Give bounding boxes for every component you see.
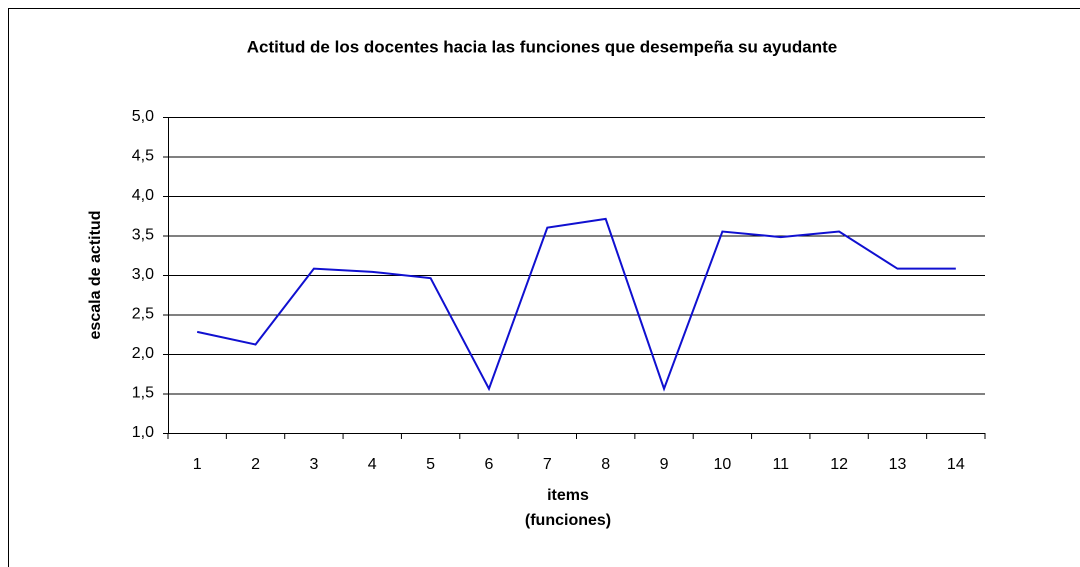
x-tick-label: 7 [543,456,552,473]
x-tick-label: 10 [713,456,731,473]
y-tick-label: 5,0 [132,108,154,125]
x-tick-label: 5 [426,456,435,473]
x-tick-label: 6 [485,456,494,473]
x-tick-label: 8 [601,456,610,473]
x-tick-label: 13 [889,456,907,473]
y-tick-label: 3,5 [132,227,154,244]
y-axis-label: escala de actitud [87,211,104,340]
x-tick-label: 3 [309,456,318,473]
x-tick-label: 14 [947,456,965,473]
x-tick-label: 2 [251,456,260,473]
y-tick-label: 2,0 [132,345,154,362]
x-axis-label: (funciones) [525,512,611,529]
x-tick-label: 11 [772,456,789,473]
y-tick-label: 3,0 [132,266,154,283]
data-line [196,217,956,392]
y-tick-label: 1,0 [132,424,154,441]
x-axis-label: items [547,487,589,504]
y-tick-label: 4,0 [132,187,154,204]
chart-title: Actitud de los docentes hacia las funcio… [247,37,837,56]
y-tick-label: 4,5 [132,148,154,165]
x-tick-label: 1 [193,456,202,473]
chart-border [8,8,1080,567]
x-tick-label: 4 [368,456,377,473]
x-tick-label: 12 [830,456,848,473]
y-tick-label: 1,5 [132,385,154,402]
y-tick-label: 2,5 [132,306,154,323]
x-tick-label: 9 [660,456,669,473]
